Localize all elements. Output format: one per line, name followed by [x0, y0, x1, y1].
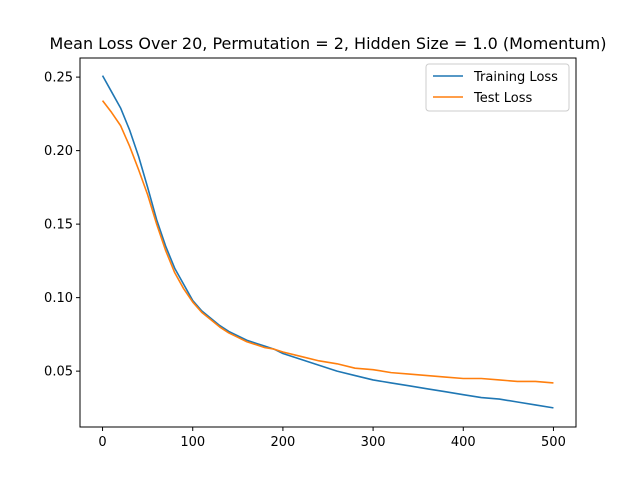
- y-tick-label: 0.15: [44, 218, 73, 233]
- y-tick-label: 0.20: [44, 144, 73, 159]
- x-axis-ticks: 0 100 200 300 400 500: [98, 427, 566, 450]
- x-tick-label: 0: [98, 435, 106, 450]
- series-line-test-loss: [101, 100, 554, 384]
- x-tick-label: 200: [270, 435, 295, 450]
- y-axis-ticks: 0.05 0.10 0.15 0.20 0.25: [44, 71, 80, 380]
- axes-frame: [79, 57, 577, 428]
- legend-label-training-loss: Training Loss: [473, 70, 558, 85]
- x-tick-label: 300: [361, 435, 386, 450]
- y-tick-label: 0.05: [44, 365, 73, 380]
- legend: Training Loss Test Loss: [425, 63, 570, 112]
- y-tick-label: 0.10: [44, 291, 73, 306]
- y-tick-label: 0.25: [44, 71, 73, 86]
- x-tick-label: 400: [451, 435, 476, 450]
- series-line-training-loss: [101, 75, 554, 409]
- x-tick-label: 500: [541, 435, 566, 450]
- chart-title: Mean Loss Over 20, Permutation = 2, Hidd…: [49, 34, 606, 53]
- plot-lines: [101, 75, 554, 409]
- x-tick-label: 100: [180, 435, 205, 450]
- legend-label-test-loss: Test Loss: [473, 91, 532, 106]
